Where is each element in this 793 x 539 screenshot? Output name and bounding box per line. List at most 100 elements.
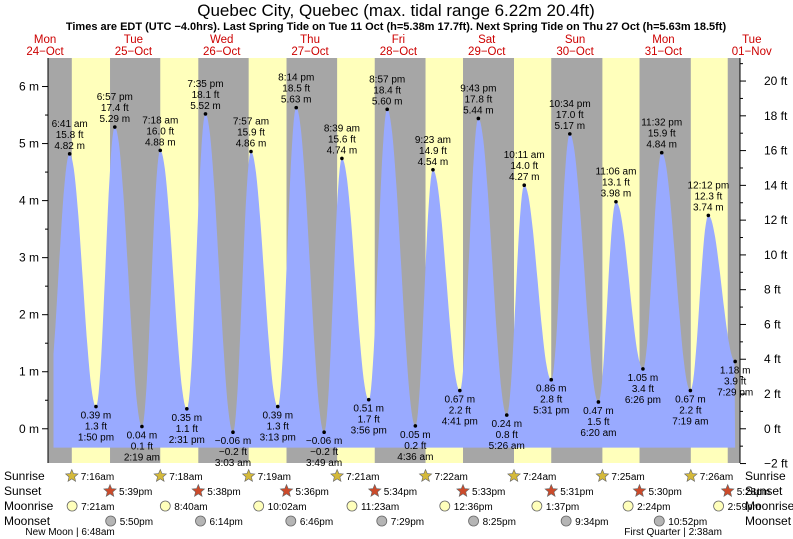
low-tide-point bbox=[366, 397, 371, 402]
low-tide-point bbox=[94, 404, 98, 409]
low-tide-feet: −0.2 ft bbox=[310, 447, 338, 458]
moonrise-icon bbox=[253, 500, 265, 512]
low-tide-meters: 0.04 m bbox=[127, 430, 158, 441]
high-tide-point bbox=[158, 148, 163, 153]
sunset-icon bbox=[544, 483, 559, 497]
sunrise-icon bbox=[507, 468, 521, 482]
moonrise-icon bbox=[713, 500, 724, 512]
sunset-icon bbox=[720, 483, 735, 497]
low-tide-meters: 0.24 m bbox=[491, 419, 522, 430]
low-tide-point bbox=[504, 413, 509, 417]
moonrise-icon bbox=[439, 500, 451, 512]
low-tide-time: 3:56 pm bbox=[351, 426, 387, 437]
low-tide-point bbox=[231, 430, 235, 434]
high-tide-meters: 4.88 m bbox=[145, 137, 176, 148]
date-label: 30−Oct bbox=[556, 46, 594, 58]
moonrise-time: 1:37pm bbox=[546, 502, 579, 513]
sunrise-icon bbox=[330, 468, 345, 482]
moonrise-time: 8:40am bbox=[174, 502, 207, 513]
date-label: 26−Oct bbox=[203, 46, 241, 58]
low-tide-time: 1:50 pm bbox=[78, 433, 114, 444]
sunset-icon bbox=[191, 483, 206, 497]
moonrise-icon bbox=[531, 500, 543, 512]
y-tick-label-m: 5 m bbox=[19, 137, 39, 151]
low-tide-feet: 1.3 ft bbox=[267, 422, 289, 433]
moonrise-time: 7:21am bbox=[81, 502, 114, 513]
low-tide-point bbox=[322, 430, 326, 434]
moonset-icon bbox=[560, 515, 572, 527]
high-tide-feet: 18.5 ft bbox=[282, 84, 310, 95]
low-tide-time: 6:26 pm bbox=[625, 395, 661, 406]
high-tide-time: 9:43 pm bbox=[460, 83, 496, 94]
sunrise-time: 7:25am bbox=[611, 472, 644, 483]
high-tide-time: 7:35 pm bbox=[187, 79, 223, 90]
y-tick-label-m: 2 m bbox=[19, 308, 39, 322]
high-tide-feet: 13.1 ft bbox=[602, 178, 630, 189]
high-tide-time: 10:11 am bbox=[504, 150, 545, 161]
low-tide-time: 4:41 pm bbox=[442, 417, 478, 428]
y-tick-label-ft: 2 ft bbox=[764, 387, 781, 401]
low-tide-feet: 1.7 ft bbox=[358, 415, 380, 426]
moonset-time: 9:34pm bbox=[575, 517, 608, 528]
sunrise-icon bbox=[683, 468, 698, 482]
moonrise-icon bbox=[346, 500, 358, 512]
high-tide-point bbox=[659, 150, 664, 155]
y-tick-label-ft: 20 ft bbox=[764, 74, 788, 88]
sunset-time: 5:38pm bbox=[207, 487, 240, 498]
high-tide-feet: 15.9 ft bbox=[648, 129, 676, 140]
high-tide-point bbox=[294, 105, 299, 110]
high-tide-feet: 17.0 ft bbox=[556, 110, 584, 121]
sunrise-time: 7:26am bbox=[700, 472, 733, 483]
day-labels: Mon24−OctTue25−OctWed26−OctThu27−OctFri2… bbox=[26, 34, 772, 58]
sunset-time: 5:28pm bbox=[737, 487, 770, 498]
low-tide-meters: 0.39 m bbox=[81, 411, 112, 422]
y-tick-label-ft: 12 ft bbox=[764, 213, 788, 227]
high-tide-meters: 4.74 m bbox=[327, 145, 358, 156]
row-label-right: Moonrise bbox=[745, 499, 793, 513]
low-tide-meters: −0.06 m bbox=[215, 436, 251, 447]
high-tide-time: 11:32 pm bbox=[641, 118, 682, 129]
day-of-week-label: Sun bbox=[565, 34, 585, 46]
high-tide-feet: 15.9 ft bbox=[237, 128, 265, 139]
low-tide-meters: 0.67 m bbox=[445, 395, 476, 406]
row-label-left: Sunrise bbox=[4, 469, 45, 483]
high-tide-meters: 4.54 m bbox=[418, 157, 449, 168]
high-tide-point bbox=[431, 168, 435, 172]
sunrise-icon bbox=[64, 468, 79, 482]
row-label-right: Moonset bbox=[745, 514, 792, 528]
high-tide-point bbox=[476, 116, 481, 121]
moonset-time: 6:14pm bbox=[210, 517, 243, 528]
low-tide-point bbox=[641, 367, 645, 371]
moonrise-time: 2:24pm bbox=[637, 502, 670, 513]
y-tick-label-ft: 14 ft bbox=[764, 178, 788, 192]
high-tide-point bbox=[614, 199, 618, 204]
low-tide-point bbox=[596, 400, 601, 404]
y-tick-label-m: 4 m bbox=[19, 194, 39, 208]
low-tide-time: 2:31 pm bbox=[169, 435, 205, 446]
moonrise-icon bbox=[159, 500, 171, 512]
high-tide-feet: 18.4 ft bbox=[373, 85, 401, 96]
high-tide-time: 7:57 am bbox=[233, 117, 269, 128]
chart-title: Quebec City, Quebec (max. tidal range 6.… bbox=[197, 1, 595, 20]
sunrise-icon bbox=[595, 468, 610, 482]
high-tide-time: 8:14 pm bbox=[278, 73, 314, 84]
high-tide-time: 6:41 am bbox=[52, 119, 88, 130]
row-label-left: Moonrise bbox=[4, 499, 54, 513]
low-tide-point bbox=[275, 404, 280, 409]
high-tide-time: 7:18 am bbox=[142, 115, 178, 126]
sunrise-time: 7:16am bbox=[81, 472, 114, 483]
high-tide-feet: 15.6 ft bbox=[328, 134, 356, 145]
date-label: 27−Oct bbox=[291, 46, 329, 58]
y-tick-label-ft: 6 ft bbox=[764, 317, 781, 331]
tide-water-area bbox=[53, 107, 736, 448]
moonrise-time: 12:36pm bbox=[454, 502, 493, 513]
date-label: 28−Oct bbox=[380, 46, 418, 58]
low-tide-meters: 0.86 m bbox=[536, 384, 567, 395]
day-of-week-label: Fri bbox=[392, 34, 405, 46]
day-of-week-label: Mon bbox=[652, 34, 674, 46]
y-tick-label-ft: 4 ft bbox=[764, 352, 781, 366]
low-tide-meters: 0.35 m bbox=[172, 413, 203, 424]
row-label-left: Moonset bbox=[4, 514, 51, 528]
